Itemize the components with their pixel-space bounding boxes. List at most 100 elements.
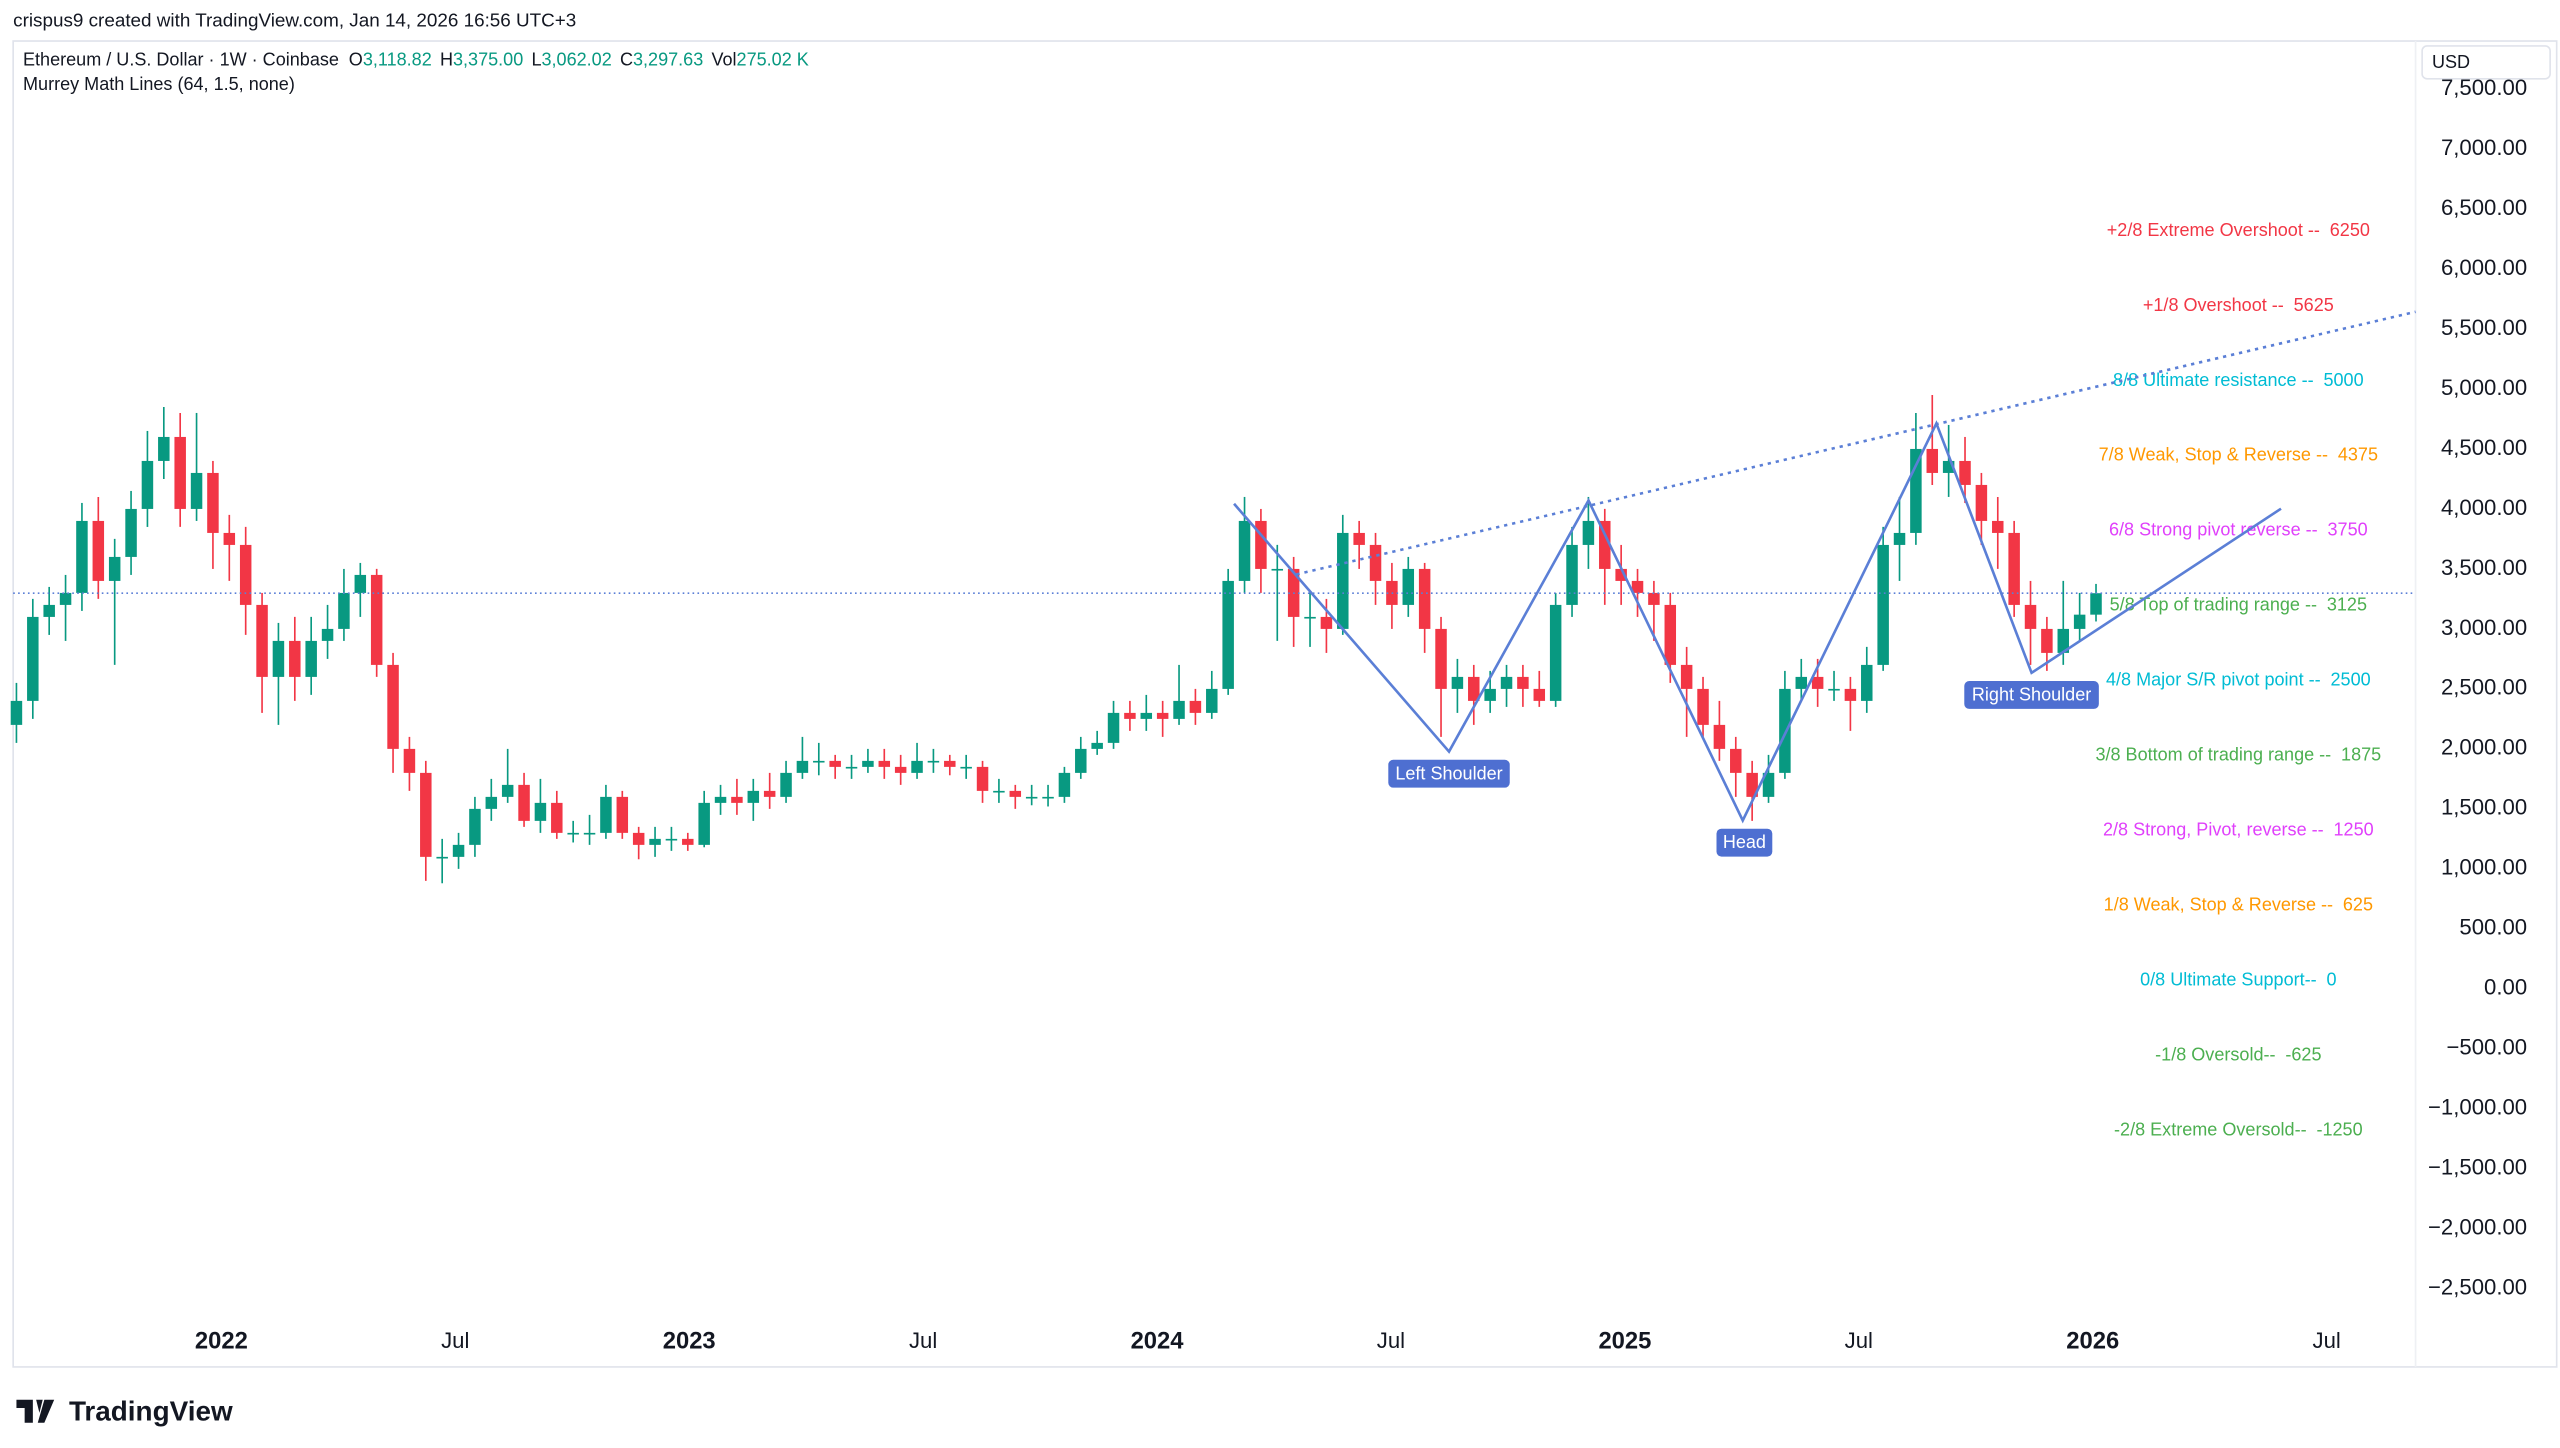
candle-body (1795, 676, 1808, 689)
candle-body (1156, 712, 1169, 719)
candle-body (1713, 724, 1726, 749)
candle-body (1648, 592, 1660, 605)
y-tick-label: 6,500.00 (2441, 195, 2527, 220)
candle-body (1206, 688, 1218, 713)
x-tick-label: Jul (1845, 1328, 1873, 1353)
y-tick-label: 1,500.00 (2441, 795, 2527, 820)
logo-text: TradingView (69, 1395, 233, 1426)
candle-body (1468, 676, 1480, 701)
candle-body (698, 802, 710, 845)
candle-body (894, 766, 907, 773)
x-tick-label: 2022 (195, 1328, 248, 1355)
ohlc-value: 3,375.00 (453, 49, 523, 69)
symbol: Ethereum / U.S. Dollar · 1W · Coinbase (23, 49, 339, 69)
murrey-value: 2500 (2331, 669, 2371, 689)
candle-body (1517, 676, 1529, 689)
label-box (1964, 681, 2099, 709)
ohlc-value: 275.02 K (737, 49, 809, 69)
candle-body (501, 784, 514, 797)
currency-label: USD (2432, 52, 2470, 72)
ohlc-key: Vol (711, 49, 736, 69)
x-tick-label: Jul (909, 1328, 937, 1353)
candle-body (567, 832, 579, 835)
y-tick-label: 7,000.00 (2441, 135, 2527, 160)
y-tick-label: 4,000.00 (2441, 495, 2527, 520)
candle-body (1975, 484, 1988, 521)
candle-body (141, 460, 154, 509)
x-tick-label: 2026 (2066, 1328, 2119, 1355)
candle-body (878, 760, 891, 767)
currency-box[interactable] (2421, 45, 2551, 80)
ohlc-key: L (531, 49, 541, 69)
murrey-name: 7/8 Weak, Stop & Reverse -- (2099, 445, 2328, 465)
murrey-name: 1/8 Weak, Stop & Reverse -- (2104, 894, 2333, 914)
candle-body (911, 760, 923, 773)
candle-body (665, 838, 678, 841)
ohlc-value: 3,062.02 (542, 49, 612, 69)
candle-body (125, 508, 137, 557)
murrey-name: -2/8 Extreme Oversold-- (2114, 1119, 2307, 1139)
candle-body (1124, 712, 1136, 719)
murrey-name: 8/8 Ultimate resistance -- (2113, 370, 2314, 390)
y-tick-label: 4,500.00 (2441, 435, 2527, 460)
x-tick-label: Jul (1377, 1328, 1405, 1353)
candle-body (1009, 790, 1022, 797)
candle-body (649, 838, 661, 845)
y-tick-label: 3,500.00 (2441, 555, 2527, 580)
candle-body (1615, 568, 1627, 581)
candle-body (1893, 532, 1906, 545)
candle-body (1762, 772, 1775, 797)
candle-body (10, 700, 23, 725)
candle-body (1058, 772, 1071, 797)
candle-body (108, 556, 121, 581)
candle-body (289, 640, 301, 677)
trend-line (1296, 310, 2416, 576)
candle-body (1730, 748, 1742, 773)
murrey-level: 7/8 Weak, Stop & Reverse -- 4375 (2099, 445, 2378, 465)
candle-body (583, 832, 596, 835)
candle-body (1189, 700, 1202, 713)
candle-body (1549, 604, 1562, 701)
candle-body (1222, 580, 1234, 689)
candle-body (1926, 448, 1939, 473)
y-tick-label: 5,000.00 (2441, 375, 2527, 400)
candle-body (1877, 544, 1889, 665)
candle-body (1451, 676, 1464, 689)
candle-body (370, 574, 383, 665)
candle-body (436, 856, 448, 859)
candle-body (1484, 688, 1496, 701)
candle-body (256, 604, 268, 677)
candle-body (1942, 460, 1955, 473)
candle-body (1664, 604, 1677, 665)
candle-body (1353, 532, 1365, 545)
candle-body (1811, 676, 1824, 689)
ohlc-key: C (620, 49, 633, 69)
head-shoulders-line (1233, 420, 2282, 824)
candle-body (1418, 568, 1431, 629)
y-tick-label: 3,000.00 (2441, 615, 2527, 640)
candle-body (387, 664, 399, 749)
candle-body (829, 760, 841, 767)
candle-body (616, 796, 629, 833)
candle-body (469, 808, 481, 845)
indicator-label: Murrey Math Lines (64, 1.5, none) (23, 74, 295, 94)
candle-body (1402, 568, 1415, 605)
candle-body (1992, 520, 2004, 533)
murrey-level: 3/8 Bottom of trading range -- 1875 (2095, 744, 2381, 764)
candle-body (1631, 580, 1644, 593)
ohlc-key: O (349, 49, 363, 69)
candle-body (714, 796, 727, 803)
candle-body (2041, 628, 2053, 653)
ohlc-key: H (440, 49, 453, 69)
credit: crispus9 created with TradingView.com, J… (13, 9, 576, 30)
y-tick-label: 2,000.00 (2441, 735, 2527, 760)
candle-body (2073, 614, 2086, 629)
candle-body (534, 802, 547, 821)
candle-body (1828, 688, 1840, 691)
candle-body (174, 436, 186, 509)
murrey-level: -2/8 Extreme Oversold-- -1250 (2114, 1119, 2363, 1139)
murrey-level: 4/8 Major S/R pivot point -- 2500 (2106, 669, 2371, 689)
x-tick-label: 2025 (1598, 1328, 1651, 1355)
